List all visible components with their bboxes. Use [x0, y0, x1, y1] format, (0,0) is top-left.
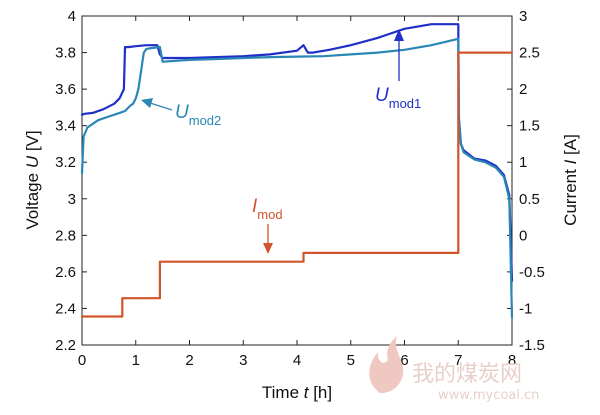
- series-line-u-mod2: [80, 37, 514, 319]
- plot-area: 0 1 2 3 4 5 6 7 8 2.2 2.4 2.6 2.8 3 3.2 3.4 3.6 3.8 4 -1.5 -…: [55, 8, 545, 369]
- y-left-tick-label: 3.8: [55, 45, 76, 62]
- annotation-umod2: Umod2: [141, 98, 221, 128]
- y-right-tick-label: -1.5: [519, 337, 545, 354]
- x-tick-label: 1: [132, 352, 140, 369]
- y-right-tick-label: 2: [519, 81, 527, 98]
- y-right-tick-label: 3: [519, 8, 527, 25]
- x-tick-label: 6: [400, 352, 408, 369]
- y-right-tick-label: 0: [519, 227, 527, 244]
- umod2-arrowhead-icon: [141, 98, 153, 108]
- x-tick-label: 2: [185, 352, 193, 369]
- y-left-tick-label: 3: [68, 191, 76, 208]
- annotation-imod: Imod: [252, 196, 283, 254]
- y-right-tick-label: 1.5: [519, 118, 540, 135]
- y-left-tick-label: 2.6: [55, 264, 76, 281]
- umod2-arrow-shaft: [149, 102, 173, 111]
- imod-arrowhead-icon: [263, 243, 273, 254]
- y-left-tick-label: 3.6: [55, 81, 76, 98]
- y-left-tick-label: 2.4: [55, 300, 76, 317]
- plot-frame: [81, 15, 513, 346]
- y-left-tick-label: 3.4: [55, 118, 76, 135]
- umod1-label: Umod1: [375, 85, 421, 111]
- watermark: 我的煤炭网 www.mycoal.cn: [369, 336, 539, 403]
- imod-label: Imod: [252, 196, 283, 222]
- y-axis-left-label: Voltage U [V]: [23, 130, 42, 229]
- y-left-tick-label: 2.8: [55, 227, 76, 244]
- x-tick-label: 7: [454, 352, 462, 369]
- y-axis-right-label: Current I [A]: [561, 134, 580, 226]
- y-right-tick-label: 0.5: [519, 191, 540, 208]
- y-left-tick-label: 2.2: [55, 337, 76, 354]
- x-tick-label: 8: [508, 352, 516, 369]
- y-right-tick-label: 1: [519, 154, 527, 171]
- watermark-url: www.mycoal.cn: [438, 388, 539, 403]
- x-tick-label: 0: [78, 352, 86, 369]
- x-axis-label: Time t [h]: [262, 383, 332, 402]
- watermark-text: 我的煤炭网: [412, 362, 522, 387]
- umod1-arrowhead-icon: [394, 29, 404, 41]
- flame-logo-icon: [369, 336, 404, 394]
- y-right-tick-label: 2.5: [519, 45, 540, 62]
- y-right-tick-label: -1: [519, 300, 532, 317]
- umod2-label: Umod2: [175, 102, 221, 128]
- y-left-tick-label: 3.2: [55, 154, 76, 171]
- x-tick-label: 4: [293, 352, 301, 369]
- y-left-tick-label: 4: [68, 8, 76, 25]
- annotation-umod1: Umod1: [375, 29, 421, 111]
- series-line-u-mod1: [80, 23, 514, 283]
- x-tick-label: 5: [347, 352, 355, 369]
- y-right-tick-label: -0.5: [519, 264, 545, 281]
- x-tick-label: 3: [239, 352, 247, 369]
- series-line-i-mod: [80, 51, 514, 318]
